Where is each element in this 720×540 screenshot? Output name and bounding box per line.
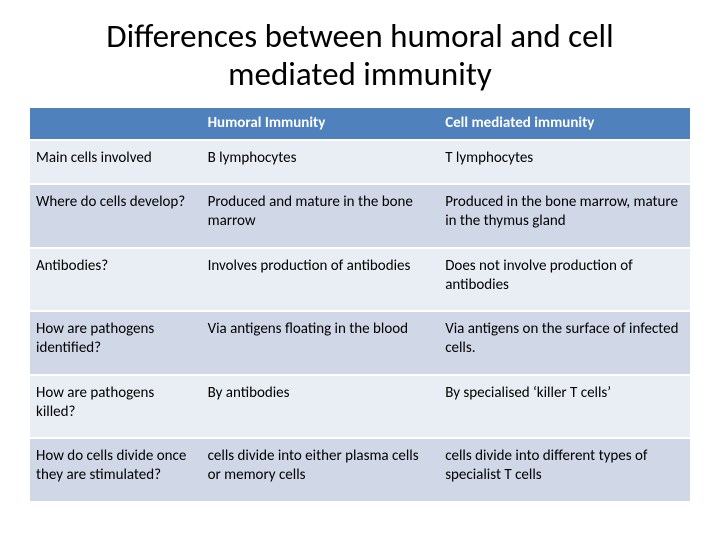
cell-humoral: Via antigens floating in the blood bbox=[202, 311, 440, 375]
table-row: Main cells involved B lymphocytes T lymp… bbox=[30, 140, 690, 185]
cell-humoral: cells divide into either plasma cells or… bbox=[202, 438, 440, 502]
cell-cellmediated: Produced in the bone marrow, mature in t… bbox=[439, 184, 690, 248]
cell-humoral: B lymphocytes bbox=[202, 140, 440, 185]
cell-cellmediated: Via antigens on the surface of infected … bbox=[439, 311, 690, 375]
row-label: Where do cells develop? bbox=[30, 184, 202, 248]
table-row: How are pathogens killed? By antibodies … bbox=[30, 375, 690, 439]
row-label: Antibodies? bbox=[30, 248, 202, 312]
cell-humoral: Produced and mature in the bone marrow bbox=[202, 184, 440, 248]
page-title: Differences between humoral and cell med… bbox=[30, 18, 690, 94]
cell-cellmediated: cells divide into different types of spe… bbox=[439, 438, 690, 502]
cell-humoral: Involves production of antibodies bbox=[202, 248, 440, 312]
cell-humoral: By antibodies bbox=[202, 375, 440, 439]
header-blank bbox=[30, 108, 202, 140]
comparison-table: Humoral Immunity Cell mediated immunity … bbox=[30, 108, 690, 503]
row-label: How are pathogens identified? bbox=[30, 311, 202, 375]
table-row: Where do cells develop? Produced and mat… bbox=[30, 184, 690, 248]
cell-cellmediated: Does not involve production of antibodie… bbox=[439, 248, 690, 312]
header-humoral: Humoral Immunity bbox=[202, 108, 440, 140]
row-label: Main cells involved bbox=[30, 140, 202, 185]
table-row: Antibodies? Involves production of antib… bbox=[30, 248, 690, 312]
table-row: How are pathogens identified? Via antige… bbox=[30, 311, 690, 375]
header-cell-mediated: Cell mediated immunity bbox=[439, 108, 690, 140]
table-header-row: Humoral Immunity Cell mediated immunity bbox=[30, 108, 690, 140]
row-label: How are pathogens killed? bbox=[30, 375, 202, 439]
cell-cellmediated: By specialised ‘killer T cells’ bbox=[439, 375, 690, 439]
cell-cellmediated: T lymphocytes bbox=[439, 140, 690, 185]
row-label: How do cells divide once they are stimul… bbox=[30, 438, 202, 502]
table-row: How do cells divide once they are stimul… bbox=[30, 438, 690, 502]
